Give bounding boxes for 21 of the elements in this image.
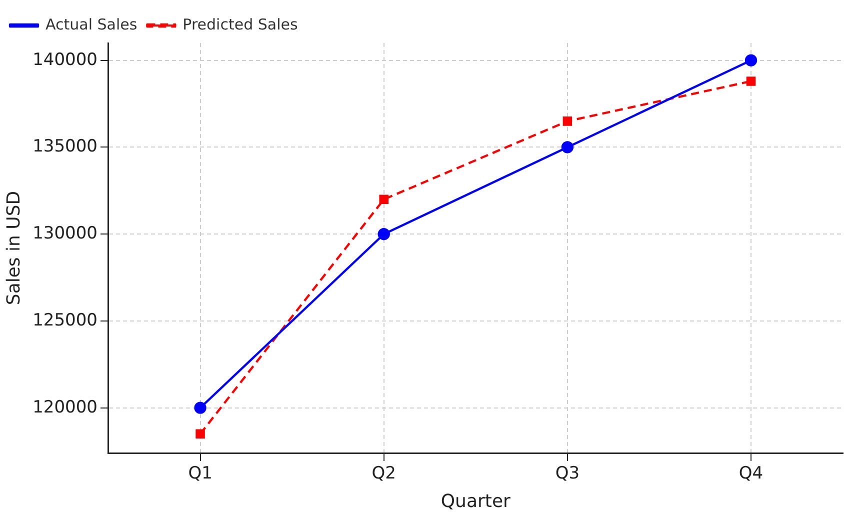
point xyxy=(746,76,756,86)
y-tick-label: 130000 xyxy=(32,224,98,244)
y-tick-label: 120000 xyxy=(32,397,98,418)
point xyxy=(379,194,388,204)
point xyxy=(562,116,572,126)
point xyxy=(744,54,758,66)
point xyxy=(194,402,206,414)
x-tick-label: Q2 xyxy=(372,464,396,484)
point xyxy=(561,141,574,154)
x-tick-label: Q1 xyxy=(188,464,212,484)
point xyxy=(378,228,390,240)
y-tick-label: 140000 xyxy=(32,50,98,70)
x-tick-label: Q4 xyxy=(738,464,764,484)
legend-label: Actual Sales xyxy=(46,15,138,34)
x-tick-label: Q3 xyxy=(555,464,580,484)
y-axis-title: Sales in USD xyxy=(3,190,24,306)
y-tick-label: 135000 xyxy=(32,136,98,157)
legend-label: Predicted Sales xyxy=(182,15,298,34)
y-tick-label: 125000 xyxy=(32,310,98,330)
point xyxy=(196,429,205,439)
x-axis-title: Quarter xyxy=(440,490,512,512)
